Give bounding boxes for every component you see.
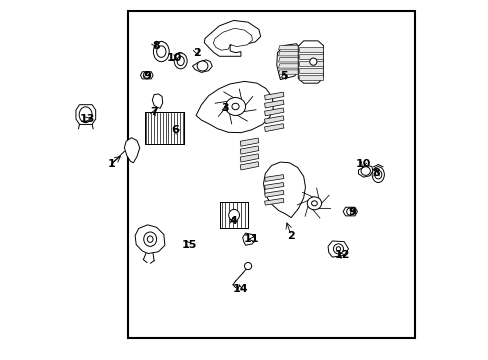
Polygon shape [264,116,284,124]
Text: 12: 12 [334,250,349,260]
Text: 5: 5 [280,71,287,81]
Text: 10: 10 [355,159,370,169]
Bar [144,112,184,144]
Ellipse shape [336,247,340,251]
Polygon shape [343,207,357,216]
Polygon shape [278,58,301,62]
Polygon shape [204,21,260,56]
Polygon shape [278,64,301,68]
Text: 9: 9 [347,207,355,217]
Ellipse shape [346,208,353,215]
Ellipse shape [177,56,184,66]
Polygon shape [299,54,322,59]
Ellipse shape [156,46,165,57]
Polygon shape [278,45,301,50]
Polygon shape [299,68,322,73]
Polygon shape [213,28,252,50]
Polygon shape [358,166,372,177]
Ellipse shape [143,232,156,246]
Polygon shape [264,100,284,108]
Ellipse shape [360,167,369,175]
Polygon shape [264,198,284,205]
Ellipse shape [197,61,207,71]
Ellipse shape [333,244,343,254]
Ellipse shape [147,236,153,242]
Text: 11: 11 [244,234,259,244]
Text: 9: 9 [142,71,151,81]
Ellipse shape [225,98,245,116]
Polygon shape [263,162,305,218]
Ellipse shape [143,72,150,79]
Polygon shape [264,92,284,100]
Polygon shape [240,154,258,162]
Polygon shape [220,202,247,228]
Text: 10: 10 [166,53,182,63]
Polygon shape [264,183,284,189]
Polygon shape [192,60,212,72]
Text: 7: 7 [150,107,158,117]
Text: 3: 3 [221,103,229,113]
Polygon shape [242,233,255,245]
Polygon shape [299,46,322,51]
Polygon shape [299,61,322,66]
Ellipse shape [79,107,92,123]
Polygon shape [240,162,258,170]
Bar [128,12,414,338]
Polygon shape [196,81,273,133]
Polygon shape [152,94,163,108]
Polygon shape [240,146,258,154]
Ellipse shape [374,170,381,179]
Polygon shape [264,108,284,116]
Ellipse shape [244,262,251,270]
Ellipse shape [306,197,321,210]
Polygon shape [124,138,140,163]
Text: 13: 13 [80,114,95,124]
Polygon shape [327,241,348,257]
Polygon shape [264,175,284,181]
Polygon shape [276,44,301,80]
Polygon shape [264,190,284,197]
Polygon shape [298,41,323,83]
Text: 8: 8 [372,168,380,178]
Polygon shape [278,51,301,56]
Ellipse shape [153,41,169,62]
Text: 2: 2 [286,231,294,240]
Ellipse shape [228,210,239,221]
Polygon shape [278,70,301,74]
Ellipse shape [309,58,316,65]
Text: 4: 4 [228,216,237,226]
Polygon shape [240,138,258,146]
Polygon shape [176,52,182,57]
Text: 15: 15 [181,239,196,249]
Polygon shape [140,72,153,79]
Text: 2: 2 [193,48,201,58]
Ellipse shape [231,103,239,110]
Text: 14: 14 [232,284,247,294]
Polygon shape [299,75,322,80]
Polygon shape [76,105,96,125]
Polygon shape [135,225,164,253]
Text: 6: 6 [171,125,179,135]
Ellipse shape [174,53,187,69]
Ellipse shape [311,201,317,206]
Text: 8: 8 [152,41,160,50]
Ellipse shape [371,167,384,183]
Polygon shape [264,124,284,132]
Text: 1: 1 [107,159,115,169]
